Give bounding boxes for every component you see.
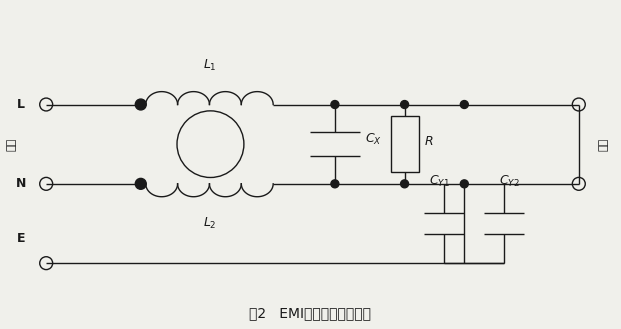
Text: $R$: $R$ (425, 135, 434, 148)
Circle shape (401, 101, 409, 109)
Circle shape (331, 180, 339, 188)
Circle shape (401, 180, 409, 188)
Circle shape (135, 178, 146, 189)
Text: $L_1$: $L_1$ (202, 58, 216, 73)
Text: $L_2$: $L_2$ (202, 215, 216, 231)
Circle shape (460, 101, 468, 109)
Circle shape (135, 99, 146, 110)
Text: L: L (17, 98, 25, 111)
Text: 图2   EMI电源滤波网络结构: 图2 EMI电源滤波网络结构 (249, 306, 371, 320)
Text: N: N (16, 177, 27, 190)
Text: 负载: 负载 (599, 138, 609, 151)
Text: $C_{Y2}$: $C_{Y2}$ (499, 174, 519, 189)
Text: $C_X$: $C_X$ (365, 132, 382, 147)
Bar (391, 116, 419, 172)
Text: 电源: 电源 (6, 138, 16, 151)
Text: E: E (17, 232, 25, 245)
Circle shape (331, 101, 339, 109)
Text: $C_{Y1}$: $C_{Y1}$ (429, 174, 450, 189)
Circle shape (460, 180, 468, 188)
